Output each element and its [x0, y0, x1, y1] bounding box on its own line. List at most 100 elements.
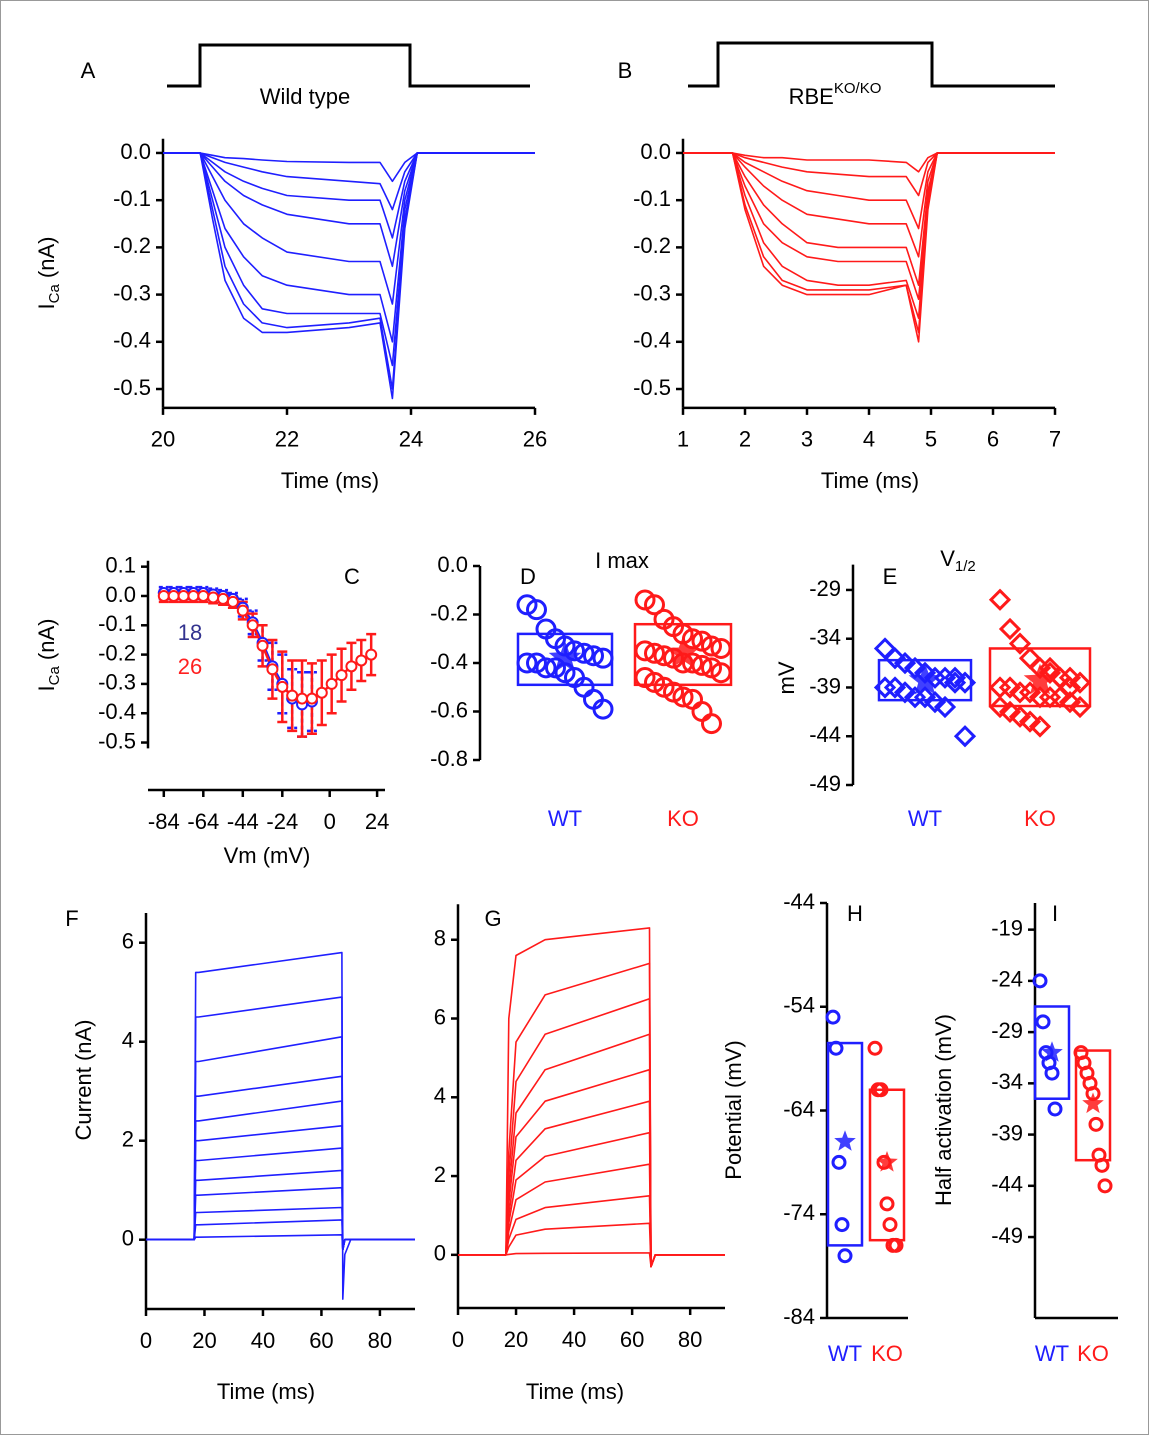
point — [286, 689, 299, 702]
y-axis-label: ICa (nA) — [34, 619, 63, 692]
point — [913, 686, 937, 709]
x-axis-label: Time (ms) — [821, 468, 919, 493]
y-tick-label: -0.3 — [113, 280, 151, 305]
y-tick-label: -0.2 — [98, 640, 136, 665]
x-tick-label: 20 — [151, 427, 175, 452]
point — [226, 595, 239, 608]
point — [882, 1217, 898, 1233]
y-axis-label-part: (nA) — [34, 619, 59, 667]
y-tick-label: -0.4 — [113, 328, 151, 353]
point — [345, 660, 358, 673]
point — [710, 662, 732, 684]
y-tick-label: -0.1 — [633, 186, 671, 211]
point — [315, 686, 328, 699]
y-axis-label-part: I — [34, 303, 59, 309]
x-tick-label: -44 — [227, 809, 259, 834]
y-tick-label: -0.4 — [633, 328, 671, 353]
y-tick-label: -24 — [991, 967, 1023, 992]
point — [883, 647, 907, 670]
stimulus-protocol — [688, 41, 1055, 88]
point — [1032, 973, 1048, 989]
point — [943, 666, 967, 689]
mean-star — [666, 636, 700, 668]
x-tick-label: 80 — [368, 1328, 392, 1353]
x-tick-label: 20 — [504, 1327, 528, 1352]
point — [187, 589, 200, 602]
y-tick-label: 0.0 — [120, 139, 151, 164]
y-tick-label: 0.0 — [437, 552, 468, 577]
annotation: 18 — [178, 620, 202, 645]
point — [831, 1154, 847, 1170]
y-tick-label: 2 — [122, 1127, 134, 1152]
y-axis-label: mV — [774, 661, 799, 694]
point — [998, 617, 1022, 641]
trace — [163, 152, 535, 239]
x-tick-label: 0 — [324, 809, 336, 834]
y-tick-label: 0.0 — [640, 139, 671, 164]
trace — [683, 152, 1055, 173]
y-tick-label: -84 — [783, 1304, 815, 1329]
y-tick-label: -19 — [991, 915, 1023, 940]
x-tick-label: 7 — [1049, 427, 1061, 452]
panel-title-part: KO/KO — [834, 80, 882, 97]
point — [888, 1237, 904, 1253]
point — [837, 1248, 853, 1264]
point — [701, 635, 722, 657]
mean-star — [1082, 1092, 1104, 1114]
y-tick-label: 0 — [434, 1241, 446, 1266]
x-tick-label: 40 — [562, 1327, 586, 1352]
panel-title: Wild type — [260, 84, 350, 109]
point — [923, 690, 947, 714]
panel-title: RBEKO/KO — [789, 80, 882, 109]
point — [207, 591, 220, 604]
y-tick-label: -44 — [783, 889, 815, 914]
point — [535, 657, 557, 679]
x-tick-label: 40 — [251, 1328, 275, 1353]
point — [988, 695, 1012, 719]
point — [672, 686, 694, 708]
trace — [683, 152, 1055, 301]
point — [1058, 690, 1082, 714]
point — [296, 692, 309, 705]
point — [1008, 705, 1032, 728]
panel-title-part: 1/2 — [955, 558, 976, 575]
trace — [458, 927, 725, 1268]
mean-star — [876, 1151, 898, 1172]
point — [305, 692, 318, 705]
point — [701, 713, 722, 735]
y-axis-label: Half activation (mV) — [931, 1014, 956, 1206]
mean-star — [548, 641, 582, 672]
category-label: WT — [908, 806, 942, 831]
y-axis-label-part: I — [34, 685, 59, 691]
y-axis-label: ICa (nA) — [34, 237, 63, 310]
point — [197, 589, 210, 602]
box — [1074, 1049, 1112, 1162]
point — [828, 1040, 844, 1056]
point — [873, 1082, 889, 1098]
y-tick-label: -0.2 — [633, 233, 671, 258]
point — [583, 645, 604, 667]
category-label: WT — [1035, 1341, 1069, 1366]
point — [998, 700, 1022, 723]
panel-letter: E — [883, 564, 898, 589]
point — [1018, 710, 1042, 733]
x-tick-label: 60 — [309, 1328, 333, 1353]
point — [1035, 1014, 1051, 1030]
annotation: 26 — [178, 654, 202, 679]
point — [834, 1217, 850, 1233]
point — [335, 669, 348, 682]
point — [1068, 695, 1092, 719]
point — [592, 647, 614, 669]
point — [1028, 715, 1052, 738]
point — [893, 681, 917, 704]
point — [953, 671, 977, 694]
panel-title-part: RBE — [789, 84, 834, 109]
y-tick-label: -0.1 — [98, 611, 136, 636]
x-tick-label: 6 — [987, 427, 999, 452]
y-tick-label: 2 — [434, 1162, 446, 1187]
x-tick-label: 22 — [275, 427, 299, 452]
panel-letter: I — [1052, 901, 1058, 926]
